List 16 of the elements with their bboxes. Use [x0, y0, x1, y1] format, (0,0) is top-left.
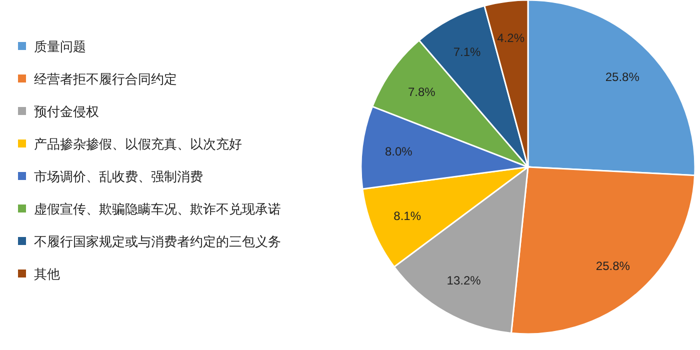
legend-label: 经营者拒不履行合同约定: [34, 72, 177, 86]
legend-label: 其他: [34, 266, 60, 282]
data-label: 8.1%: [394, 209, 422, 224]
legend-label: 质量问题: [34, 39, 86, 54]
data-label: 13.2%: [446, 273, 482, 288]
data-label: 7.8%: [408, 84, 436, 99]
data-label: 4.2%: [497, 30, 525, 45]
data-label: 25.8%: [605, 70, 640, 84]
legend-label: 预付金侵权: [34, 104, 99, 119]
legend-label: 虚假宣传、欺骗隐瞒车况、欺诈不兑现承诺: [34, 202, 281, 216]
legend-label: 市场调价、乱收费、强制消费: [34, 169, 203, 184]
data-label: 7.1%: [453, 44, 482, 59]
legend-label: 产品掺杂掺假、以假充真、以次充好: [34, 136, 242, 152]
legend-label: 不履行国家规定或与消费者约定的三包义务: [34, 234, 281, 249]
data-label: 8.0%: [384, 144, 413, 158]
data-label: 25.8%: [596, 258, 630, 273]
